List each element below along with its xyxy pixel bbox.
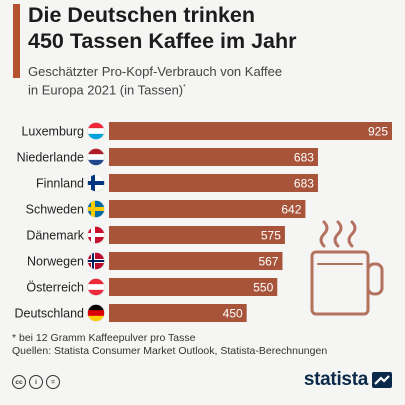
netherlands-flag — [87, 148, 105, 166]
bar — [109, 122, 392, 140]
bar — [109, 252, 283, 270]
bar-value-label: 450 — [223, 307, 243, 321]
category-label: Norwegen — [27, 255, 84, 269]
category-label: Luxemburg — [21, 125, 84, 139]
statista-logo-icon — [372, 372, 392, 388]
germany-flag — [87, 304, 105, 322]
bar — [109, 278, 278, 296]
bar — [109, 304, 247, 322]
bar-value-label: 683 — [294, 177, 314, 191]
subtitle-line-1: Geschätzter Pro-Kopf-Verbrauch von Kaffe… — [28, 64, 283, 79]
no-derivatives-icon[interactable]: = — [46, 375, 60, 389]
denmark-flag — [87, 226, 105, 244]
bar-value-label: 925 — [368, 125, 388, 139]
norway-flag — [87, 252, 105, 270]
bar-value-label: 575 — [261, 229, 281, 243]
bar — [109, 148, 318, 166]
coffee-mug-icon — [310, 220, 384, 316]
footnote-text: * bei 12 Gramm Kaffeepulver pro Tasse — [12, 332, 196, 344]
chart-title: Die Deutschen trinken 450 Tassen Kaffee … — [28, 2, 398, 54]
bar-value-label: 642 — [281, 203, 301, 217]
austria-flag — [87, 278, 105, 296]
bar — [109, 226, 285, 244]
source-text: Quellen: Statista Consumer Market Outloo… — [12, 345, 328, 357]
category-label: Dänemark — [26, 229, 84, 243]
category-label: Österreich — [26, 281, 84, 295]
luxembourg-flag — [87, 122, 105, 140]
bar-value-label: 683 — [294, 151, 314, 165]
subtitle-footnote-mark: * — [183, 84, 186, 91]
title-line-2: 450 Tassen Kaffee im Jahr — [28, 29, 297, 53]
category-label: Deutschland — [15, 307, 85, 321]
bar-value-label: 550 — [253, 281, 273, 295]
license-icons: cc i = — [12, 375, 60, 389]
brand-name: statista — [303, 369, 368, 390]
footnote: * bei 12 Gramm Kaffeepulver pro Tasse Qu… — [12, 332, 327, 358]
title-accent-bar — [13, 4, 20, 78]
chart-subtitle: Geschätzter Pro-Kopf-Verbrauch von Kaffe… — [28, 64, 398, 98]
bar-value-label: 567 — [258, 255, 278, 269]
finland-flag — [87, 174, 105, 192]
category-label: Niederlande — [17, 151, 84, 165]
sweden-flag — [87, 200, 105, 218]
bar-chart: Luxemburg 925 Niederlande 683 Finnland 683 Sch… — [15, 122, 392, 322]
category-label: Schweden — [26, 203, 84, 217]
category-label: Finnland — [36, 177, 84, 191]
bar — [109, 174, 318, 192]
statista-logo[interactable]: statista — [304, 369, 392, 391]
subtitle-line-2: in Europa 2021 (in Tassen) — [28, 82, 184, 98]
bar — [109, 200, 306, 218]
title-line-1: Die Deutschen trinken — [28, 3, 255, 27]
attribution-icon[interactable]: i — [29, 375, 43, 389]
creative-commons-icon[interactable]: cc — [12, 375, 26, 389]
